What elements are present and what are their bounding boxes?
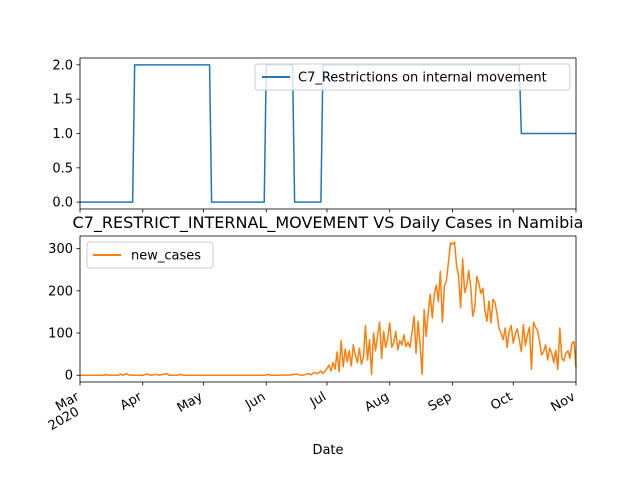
x-tick-label: Jul <box>307 389 329 410</box>
y-tick-label: 100 <box>48 327 73 342</box>
y-tick-label: 1.5 <box>52 93 73 108</box>
y-tick-label: 0 <box>65 369 73 384</box>
y-tick-label: 300 <box>48 242 73 257</box>
bottom-chart-legend-box <box>86 241 214 269</box>
bottom-chart-plot-area <box>80 241 577 376</box>
top-chart-frame <box>79 57 577 210</box>
top-chart-legend-box <box>254 63 571 91</box>
bottom-chart-frame <box>79 235 577 383</box>
top-chart-legend-label: C7_Restrictions on internal movement <box>298 71 547 86</box>
bottom-chart-legend: new_cases <box>86 241 214 269</box>
y-tick-label: 0.5 <box>52 161 73 176</box>
chart-title: C7_RESTRICT_INTERNAL_MOVEMENT VS Daily C… <box>73 213 584 233</box>
y-tick-label: 2.0 <box>52 58 73 73</box>
series-line <box>80 241 577 376</box>
top-chart-legend: C7_Restrictions on internal movement <box>254 63 571 91</box>
x-axis-label: Date <box>312 443 343 458</box>
top-chart: 0.0 0.5 1.0 1.5 2.0 C7_Restrictions on inter… <box>52 57 577 213</box>
y-tick-label: 0.0 <box>52 196 73 211</box>
y-tick-label: 1.0 <box>52 127 73 142</box>
bottom-chart-legend-label: new_cases <box>131 249 201 264</box>
y-tick-label: 200 <box>48 284 73 299</box>
top-chart-ticks: 0.0 0.5 1.0 1.5 2.0 <box>52 58 577 213</box>
